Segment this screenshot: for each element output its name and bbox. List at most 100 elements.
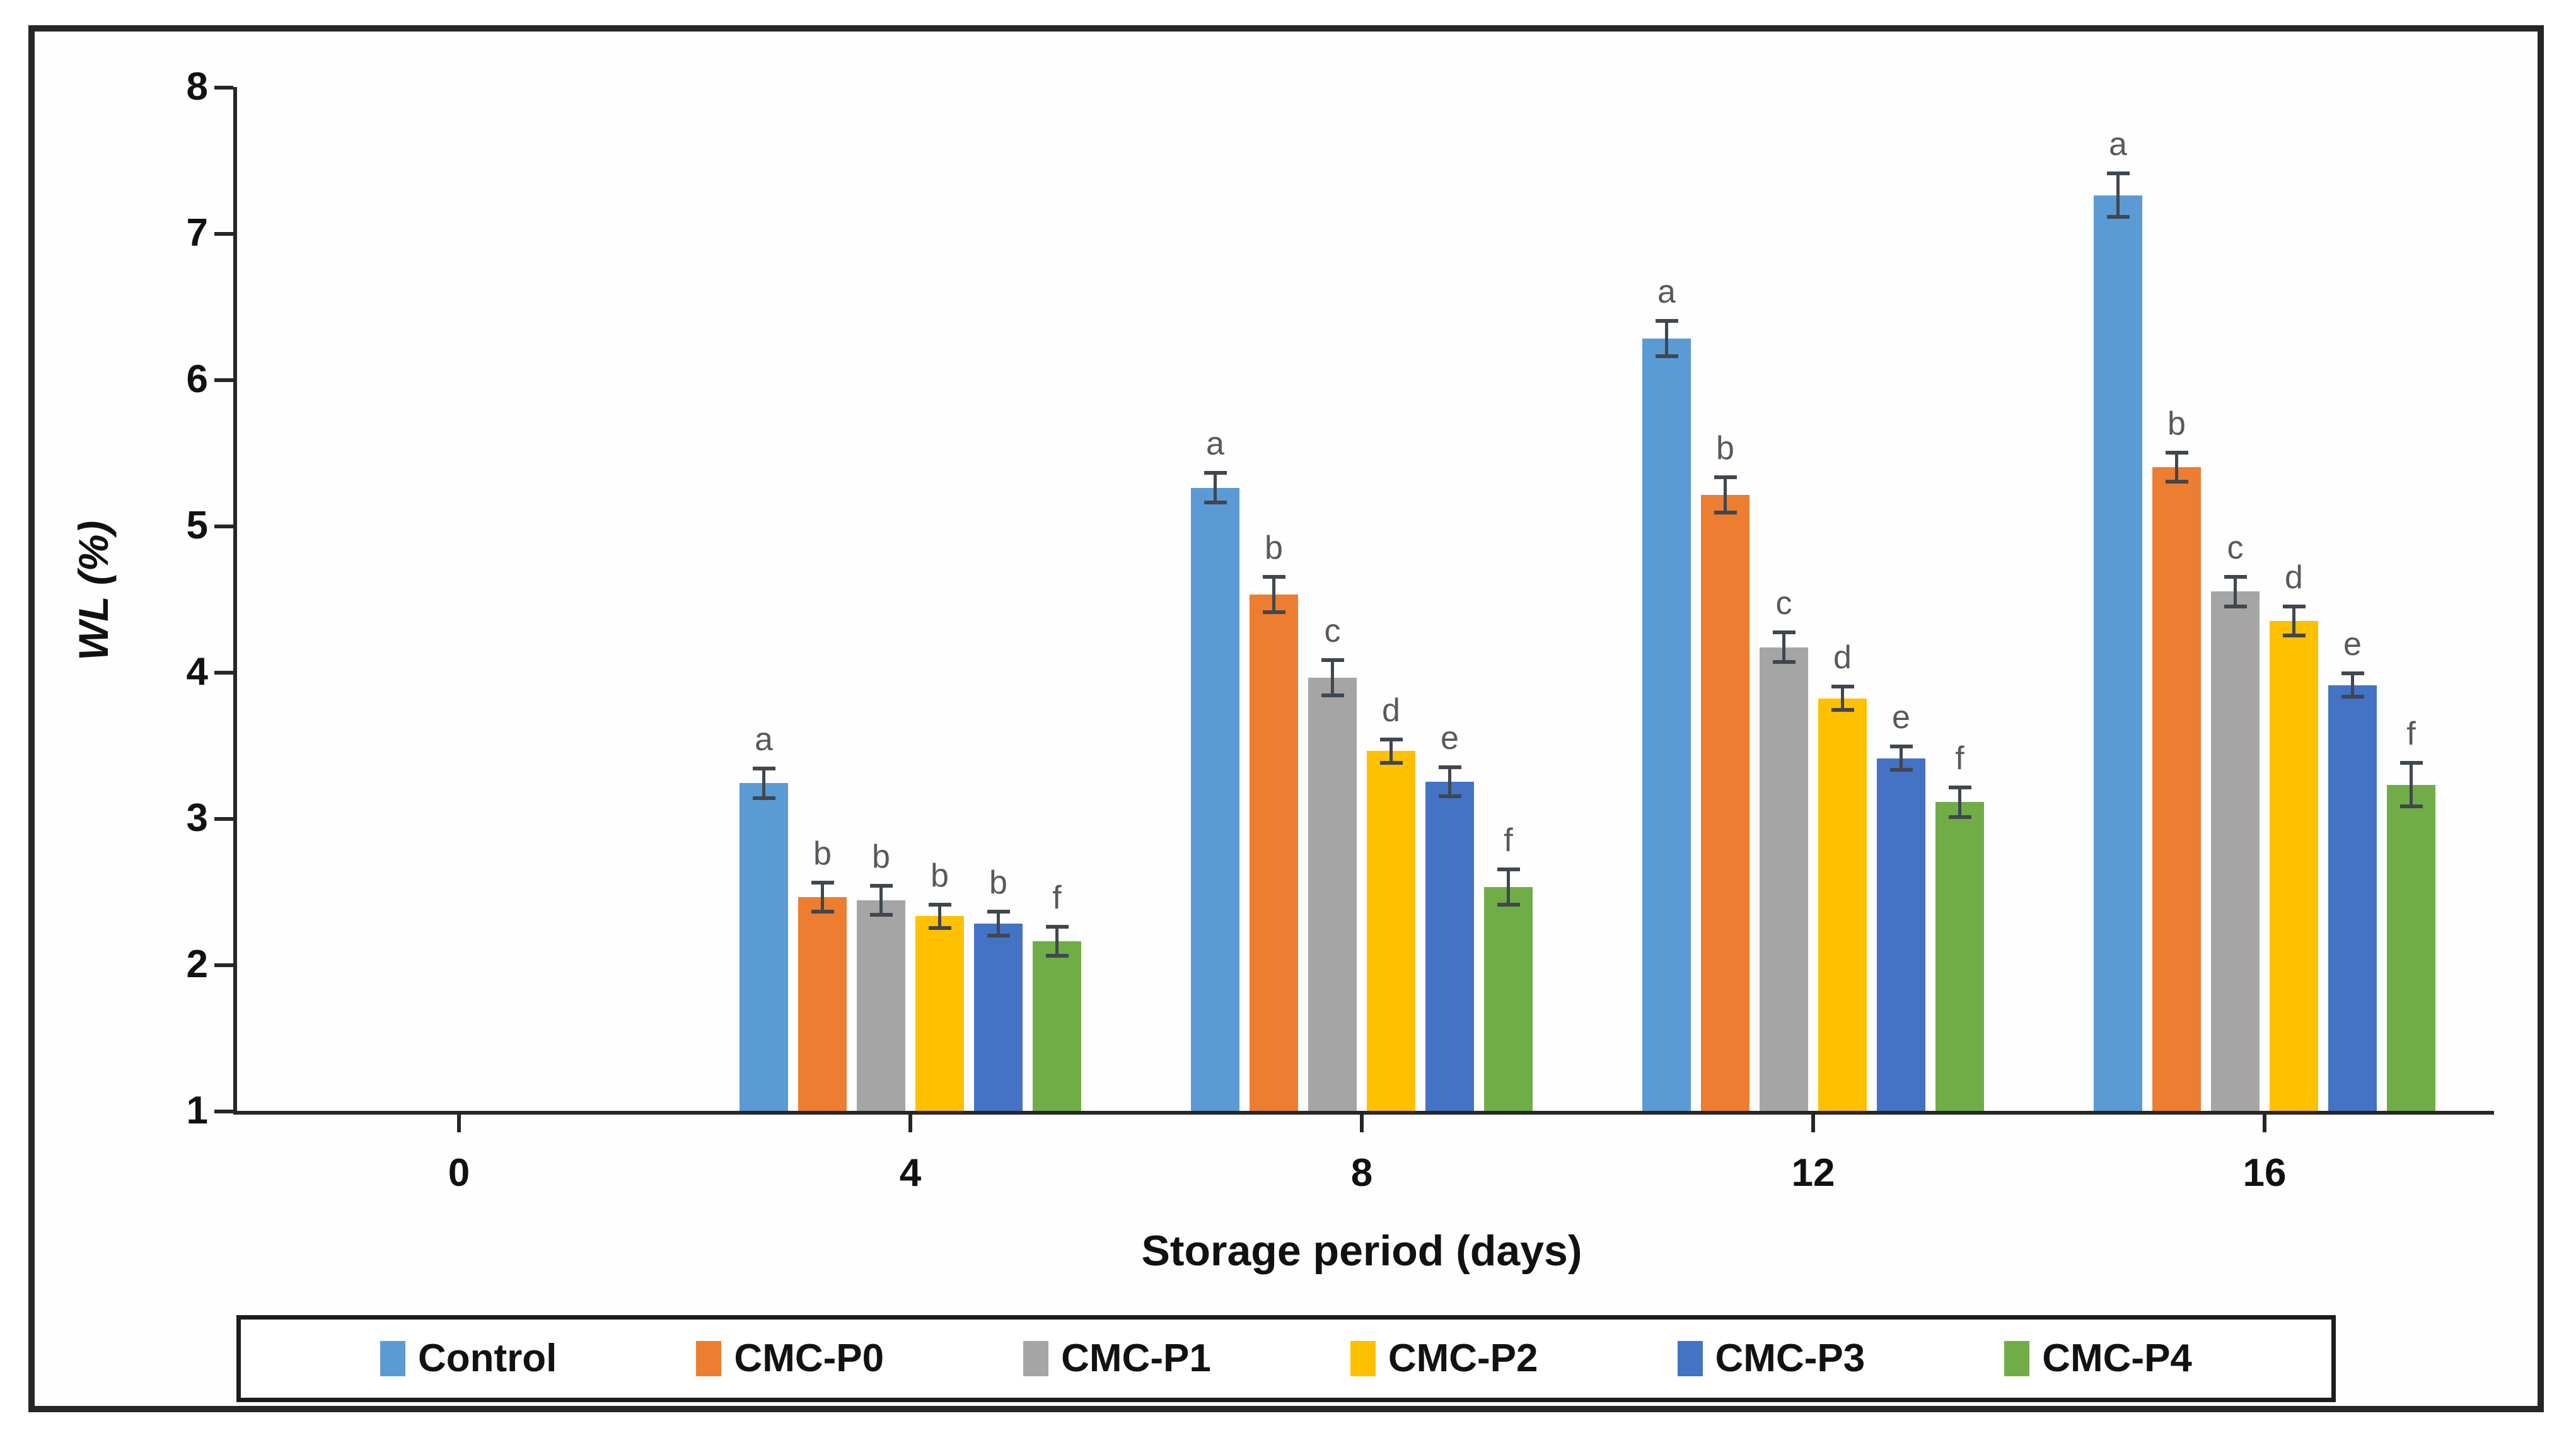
error-bar-cap-bottom	[1831, 708, 1854, 712]
error-bar	[1448, 767, 1451, 797]
error-bar	[1665, 321, 1668, 356]
legend-swatch	[1023, 1341, 1049, 1376]
sig-letter: a	[1657, 274, 1676, 311]
x-tick	[1811, 1115, 1815, 1132]
error-bar-cap-top	[1655, 319, 1678, 323]
legend-label: CMC-P3	[1715, 1337, 1865, 1380]
error-bar-cap-bottom	[1948, 815, 1971, 819]
y-tick	[214, 671, 233, 675]
sig-letter: c	[1775, 585, 1792, 622]
y-tick	[214, 963, 233, 967]
error-bar	[879, 885, 883, 915]
error-bar-cap-bottom	[1321, 693, 1344, 698]
error-bar	[1331, 660, 1334, 696]
error-bar-cap-top	[1204, 471, 1227, 475]
error-bar	[2234, 577, 2237, 606]
error-bar-cap-bottom	[2224, 604, 2247, 608]
error-bar-cap-top	[2224, 575, 2247, 579]
sig-letter: a	[1206, 426, 1224, 463]
error-bar-cap-top	[1714, 475, 1737, 480]
legend-swatch	[1677, 1341, 1703, 1376]
error-bar-cap-top	[987, 910, 1010, 914]
error-bar-cap-top	[1497, 868, 1520, 872]
error-bar-cap-bottom	[752, 796, 775, 800]
error-bar	[1900, 746, 1903, 770]
bar-cmc-p3-day16	[2328, 685, 2377, 1111]
x-tick	[457, 1115, 461, 1132]
error-bar-cap-top	[2106, 171, 2130, 175]
error-bar	[2292, 606, 2295, 635]
bar-control-day16	[2094, 195, 2142, 1111]
error-bar-cap-top	[2399, 760, 2423, 765]
bar-cmc-p0-day16	[2152, 467, 2201, 1111]
error-bar	[1390, 739, 1393, 763]
x-tick	[2263, 1115, 2266, 1132]
bar-cmc-p2-day8	[1367, 751, 1415, 1111]
error-bar	[1214, 473, 1217, 502]
error-bar-cap-bottom	[2282, 634, 2306, 637]
sig-letter: b	[813, 835, 832, 873]
error-bar-cap-bottom	[1714, 511, 1737, 515]
error-bar	[2351, 673, 2354, 697]
bar-cmc-p1-day16	[2211, 591, 2260, 1111]
error-bar	[1782, 632, 1785, 662]
sig-letter: b	[989, 864, 1007, 902]
x-axis-line	[233, 1111, 2494, 1115]
error-bar	[1055, 926, 1059, 956]
bar-cmc-p1-day8	[1308, 678, 1357, 1111]
y-tick-label: 1	[186, 1089, 208, 1132]
y-tick-label: 4	[186, 650, 208, 693]
error-bar-cap-top	[2341, 671, 2364, 676]
legend-item-cmc-p0: CMC-P0	[696, 1339, 884, 1378]
bar-cmc-p3-day8	[1425, 782, 1474, 1111]
error-bar	[997, 912, 1000, 936]
sig-letter: b	[872, 838, 890, 875]
error-bar-cap-bottom	[1497, 902, 1520, 907]
y-tick-label: 8	[186, 65, 208, 108]
error-bar-cap-bottom	[1772, 659, 1796, 664]
sig-letter: b	[2167, 405, 2186, 442]
bar-cmc-p2-day16	[2270, 620, 2318, 1111]
error-bar-cap-bottom	[1438, 794, 1461, 799]
x-axis-title: Storage period (days)	[1141, 1227, 1582, 1275]
sig-letter: c	[2227, 530, 2244, 567]
sig-letter: d	[1382, 692, 1400, 729]
sig-letter: e	[1441, 719, 1459, 757]
error-bar	[1841, 687, 1844, 711]
error-bar-cap-bottom	[811, 910, 834, 914]
bar-control-day4	[740, 783, 788, 1111]
error-bar	[821, 883, 824, 912]
error-bar-cap-bottom	[1655, 354, 1678, 358]
sig-letter: f	[1504, 822, 1513, 859]
y-tick	[214, 86, 233, 90]
sig-letter: b	[1265, 530, 1283, 567]
bar-cmc-p1-day12	[1760, 647, 1808, 1111]
sig-letter: a	[755, 721, 773, 758]
y-tick	[214, 817, 233, 821]
error-bar-cap-top	[2165, 451, 2188, 455]
x-tick-label: 12	[1791, 1151, 1835, 1195]
error-bar-cap-top	[811, 881, 834, 885]
y-tick-label: 2	[186, 943, 208, 986]
legend-item-control: Control	[380, 1339, 557, 1378]
sig-letter: b	[1716, 430, 1734, 467]
error-bar-cap-top	[1045, 924, 1069, 929]
error-bar-cap-bottom	[2106, 215, 2130, 219]
legend-item-cmc-p1: CMC-P1	[1023, 1339, 1211, 1378]
bar-cmc-p0-day4	[798, 897, 847, 1111]
error-bar-cap-top	[1889, 745, 1913, 749]
error-bar-cap-bottom	[2165, 480, 2188, 484]
sig-letter: d	[2285, 559, 2303, 596]
sig-letter: d	[1833, 639, 1852, 676]
sig-letter: a	[2109, 125, 2127, 163]
x-tick-label: 0	[448, 1151, 470, 1195]
bar-cmc-p3-day12	[1877, 758, 1925, 1111]
bar-control-day12	[1642, 339, 1691, 1111]
bar-cmc-p4-day4	[1033, 941, 1081, 1111]
error-bar	[1958, 787, 1961, 817]
x-tick-label: 4	[899, 1151, 922, 1195]
error-bar-cap-top	[1321, 658, 1344, 663]
legend-label: CMC-P0	[734, 1337, 885, 1380]
y-tick-label: 5	[186, 504, 208, 547]
